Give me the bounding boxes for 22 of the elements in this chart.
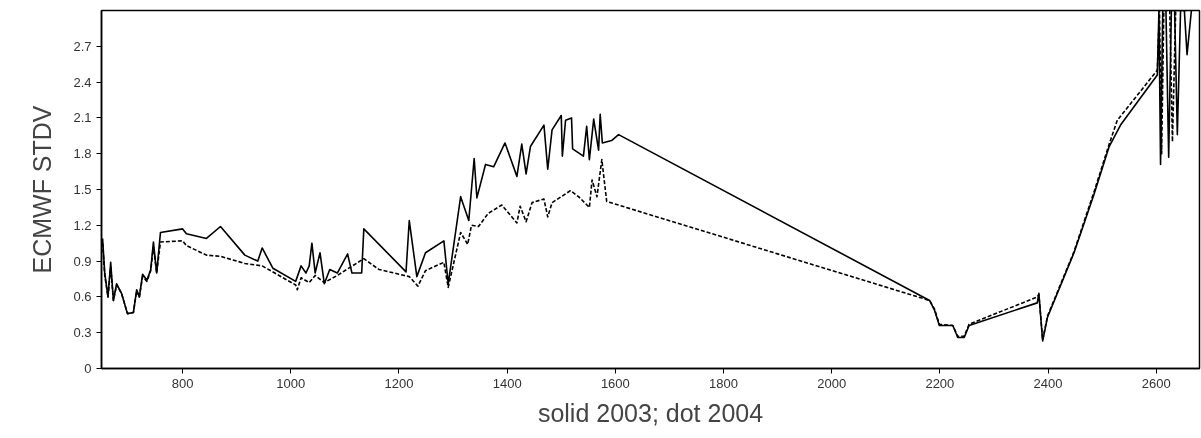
- x-axis-title: solid 2003; dot 2004: [537, 398, 764, 427]
- y-tick-label: 0.9: [73, 253, 92, 269]
- y-axis-title: ECMWF STDV: [28, 105, 57, 274]
- y-tick-label: 2.7: [73, 38, 92, 54]
- y-tick-label: 0.3: [73, 325, 92, 341]
- x-tick-label: 1200: [384, 375, 414, 391]
- y-tick-label: 0: [84, 361, 92, 376]
- y-tick-label: 1.2: [73, 217, 92, 233]
- y-tick-label: 2.4: [73, 74, 92, 90]
- y-tick-label: 1.8: [73, 146, 92, 162]
- x-tick-label: 2400: [1033, 375, 1063, 391]
- x-tick-label: 2000: [817, 375, 847, 391]
- y-tick-label: 0.6: [73, 289, 92, 305]
- x-tick-label: 1400: [492, 375, 522, 391]
- x-tick-label: 800: [171, 375, 194, 391]
- x-tick-label: 1600: [600, 375, 630, 391]
- x-tick-label: 2600: [1141, 375, 1171, 391]
- x-tick-label: 2200: [925, 375, 955, 391]
- y-tick-label: 1.5: [73, 182, 92, 197]
- x-tick-label: 1800: [709, 375, 738, 391]
- x-tick-label: 1000: [276, 375, 306, 391]
- y-tick-label: 2.1: [73, 110, 92, 126]
